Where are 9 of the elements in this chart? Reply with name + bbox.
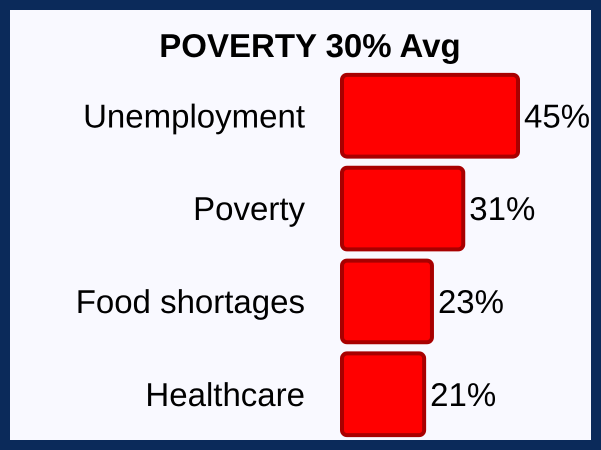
y-tick-label: Healthcare: [145, 376, 305, 413]
data-label: 23%: [438, 282, 504, 320]
data-label: 31%: [469, 190, 536, 228]
data-label: 45%: [524, 97, 590, 134]
chart-title: POVERTY 30% Avg: [159, 27, 461, 64]
y-tick-label: Poverty: [193, 190, 306, 228]
y-tick-label: Food shortages: [76, 282, 305, 320]
y-tick-label: Unemployment: [83, 97, 305, 134]
data-label: 21%: [430, 376, 496, 413]
